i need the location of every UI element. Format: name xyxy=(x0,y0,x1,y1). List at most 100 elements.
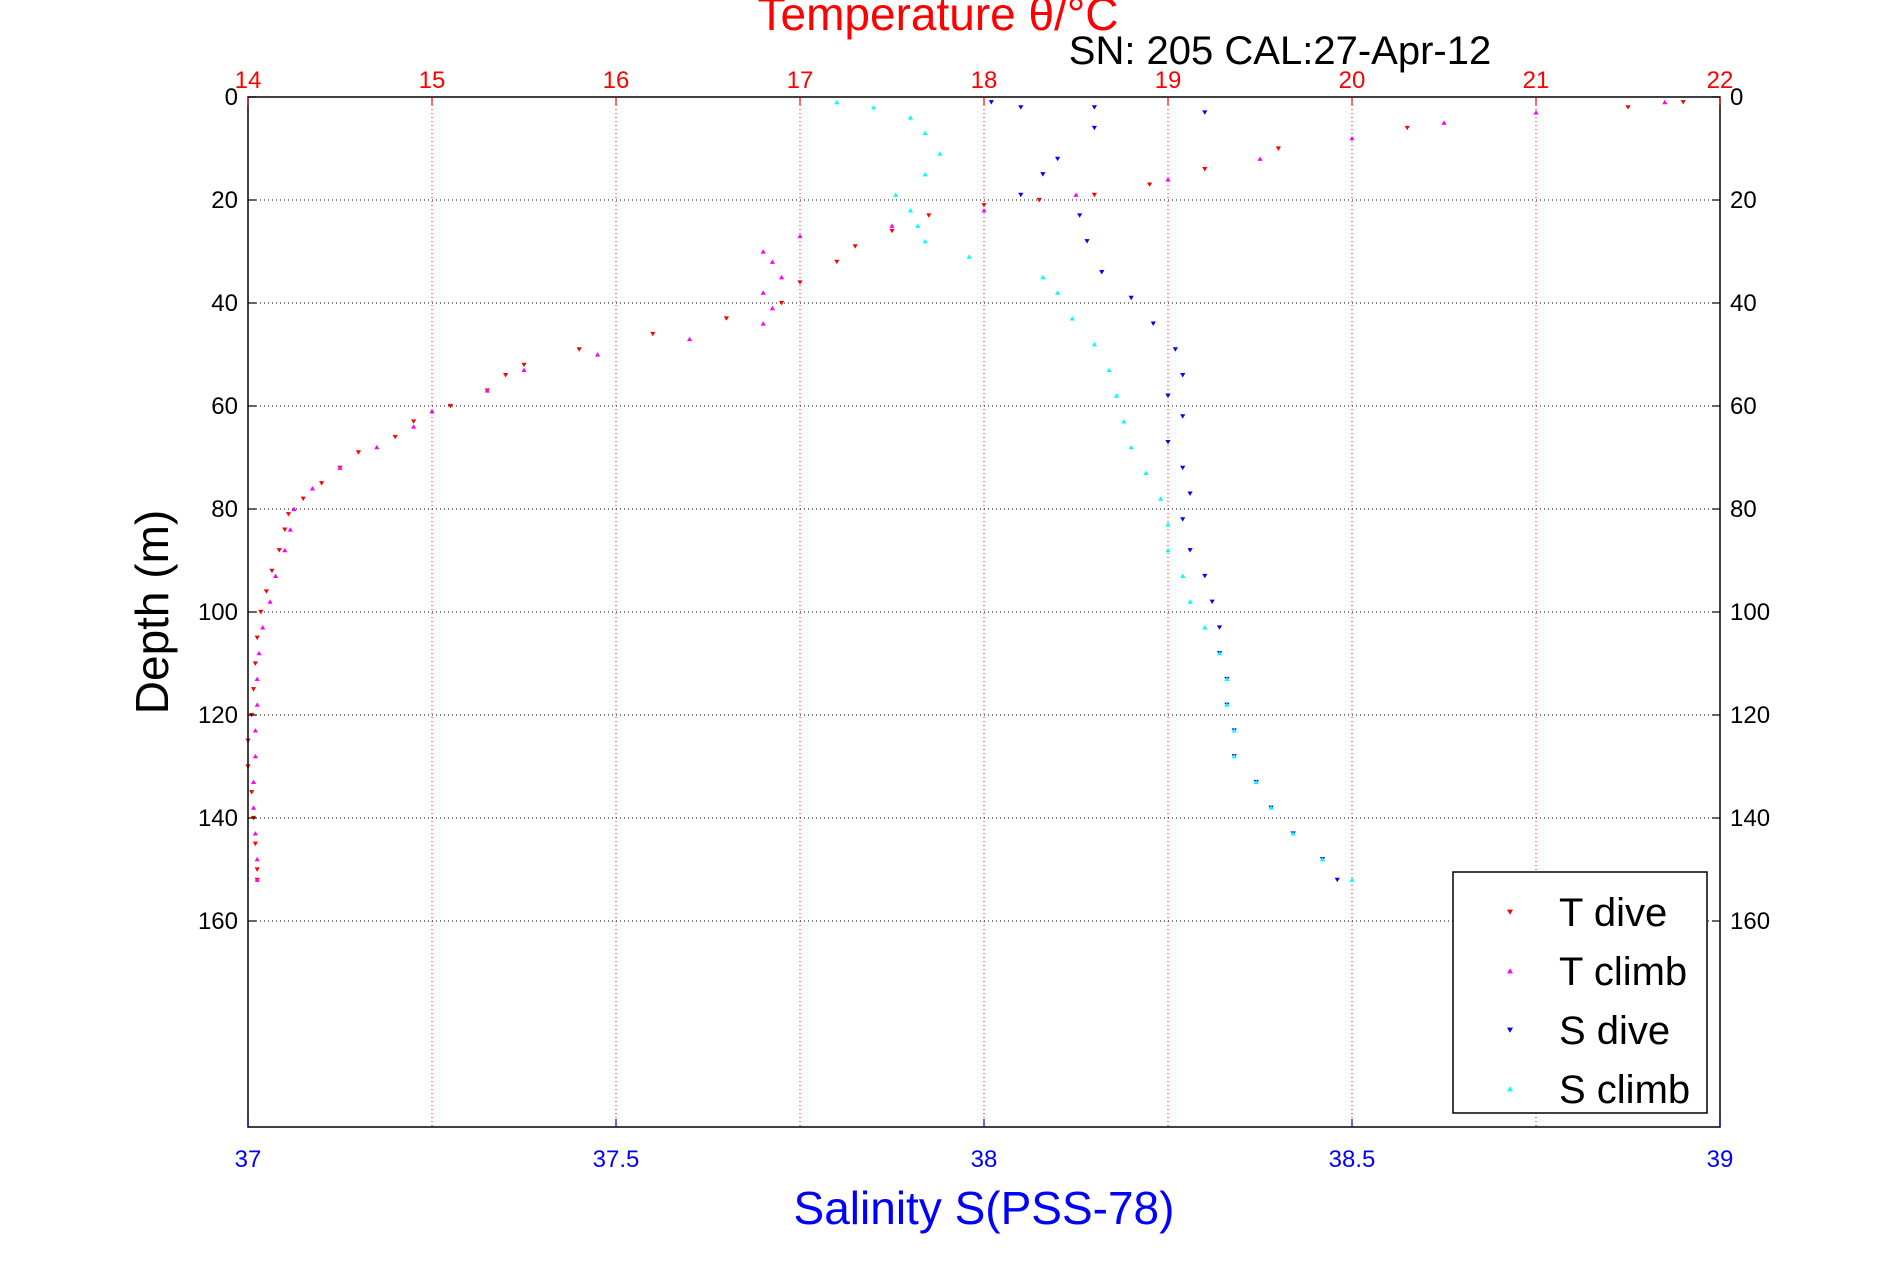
data-point xyxy=(337,465,343,470)
data-point xyxy=(1180,465,1186,471)
data-point xyxy=(1187,491,1193,496)
x-top-tick-label: 18 xyxy=(971,67,998,94)
data-point xyxy=(1533,110,1539,115)
y-right-tick-label: 120 xyxy=(1730,702,1770,729)
data-point xyxy=(966,254,972,259)
data-point xyxy=(922,171,928,177)
data-point xyxy=(263,589,269,594)
data-point xyxy=(1091,105,1097,110)
data-point xyxy=(355,450,361,455)
data-point xyxy=(1172,347,1178,352)
data-point xyxy=(1084,239,1090,244)
y-right-tick-label: 0 xyxy=(1730,84,1743,111)
x-top-tick-label: 15 xyxy=(419,67,446,94)
data-point xyxy=(769,305,775,311)
legend-label: S climb xyxy=(1559,1068,1690,1112)
data-point xyxy=(1165,439,1171,445)
data-point xyxy=(252,661,258,666)
data-point xyxy=(374,444,380,450)
data-point xyxy=(1018,192,1024,198)
data-point xyxy=(1165,522,1171,527)
data-point xyxy=(760,321,766,326)
x-top-tick-label: 17 xyxy=(787,67,814,94)
data-point xyxy=(687,336,693,342)
y-left-tick-label: 60 xyxy=(211,393,238,420)
data-point xyxy=(282,527,288,532)
data-point xyxy=(922,130,928,136)
data-point xyxy=(1040,274,1046,280)
y-left-tick-label: 120 xyxy=(198,702,238,729)
data-point xyxy=(889,223,895,228)
x-bottom-tick-label: 37 xyxy=(235,1146,262,1173)
x-top-tick-label: 16 xyxy=(603,67,630,94)
data-point xyxy=(1275,146,1281,151)
x-bottom-axis-title: Salinity S(PSS-78) xyxy=(794,1182,1175,1234)
data-point xyxy=(937,151,943,156)
series-s-climb xyxy=(834,99,1355,882)
data-point xyxy=(907,115,913,120)
y-left-tick-label: 80 xyxy=(211,496,238,523)
legend-box xyxy=(1452,871,1708,1114)
data-point xyxy=(1180,414,1186,419)
data-point xyxy=(319,481,325,486)
data-point xyxy=(1180,573,1186,579)
data-point xyxy=(988,100,994,105)
data-point xyxy=(250,779,257,785)
data-point xyxy=(1113,393,1120,398)
y-left-tick-label: 160 xyxy=(198,908,238,935)
data-point xyxy=(260,625,266,630)
y-left-tick-label: 140 xyxy=(198,805,238,832)
chart-title: Temperature θ/°C xyxy=(758,0,1119,40)
data-point xyxy=(1018,105,1024,110)
y-left-tick-label: 20 xyxy=(211,187,238,214)
x-top-tick-label: 14 xyxy=(235,67,262,94)
data-point xyxy=(447,403,453,409)
data-point xyxy=(1209,599,1215,605)
data-point xyxy=(779,300,785,306)
legend-marker xyxy=(1507,909,1513,915)
data-point xyxy=(1147,182,1153,187)
data-point xyxy=(1202,625,1208,630)
data-point xyxy=(797,280,803,285)
data-point xyxy=(1187,599,1193,604)
data-point xyxy=(1202,110,1208,115)
data-point xyxy=(276,548,282,553)
data-point xyxy=(1165,393,1171,399)
axis-ticks: 14 15 16 17 18 19 20 21 22 37 37.5 38 38.5 39 0 0 20 20 40… xyxy=(198,67,1770,1173)
data-point xyxy=(1216,625,1223,630)
data-point xyxy=(1150,321,1156,326)
y-right-tick-label: 20 xyxy=(1730,187,1757,214)
x-top-tick-label: 21 xyxy=(1523,67,1550,94)
x-top-tick-label: 20 xyxy=(1339,67,1366,94)
data-point xyxy=(258,609,264,615)
x-top-tick-label: 19 xyxy=(1155,67,1182,94)
legend-marker xyxy=(1507,1027,1513,1033)
data-point xyxy=(1180,373,1186,378)
data-point xyxy=(1121,419,1127,424)
data-point xyxy=(1441,120,1447,125)
y-left-tick-label: 40 xyxy=(211,290,238,317)
data-point xyxy=(252,753,258,759)
data-point xyxy=(1055,156,1061,162)
data-point xyxy=(1180,517,1186,522)
data-point xyxy=(503,373,509,378)
data-point xyxy=(252,841,258,847)
data-point xyxy=(1334,877,1340,883)
data-point xyxy=(1077,213,1083,218)
y-right-tick-label: 100 xyxy=(1730,599,1770,626)
data-point xyxy=(1257,156,1263,161)
data-point xyxy=(1224,702,1230,707)
data-point xyxy=(282,547,288,553)
data-point xyxy=(1158,496,1164,501)
data-point xyxy=(576,347,582,352)
data-point xyxy=(834,259,840,265)
legend-marker xyxy=(1507,968,1513,974)
x-bottom-tick-label: 39 xyxy=(1707,1146,1734,1173)
data-point xyxy=(1625,105,1631,110)
data-point xyxy=(893,192,899,197)
data-point xyxy=(429,408,435,414)
data-point xyxy=(1187,548,1193,553)
data-point xyxy=(1319,856,1326,862)
data-point xyxy=(1069,316,1075,321)
